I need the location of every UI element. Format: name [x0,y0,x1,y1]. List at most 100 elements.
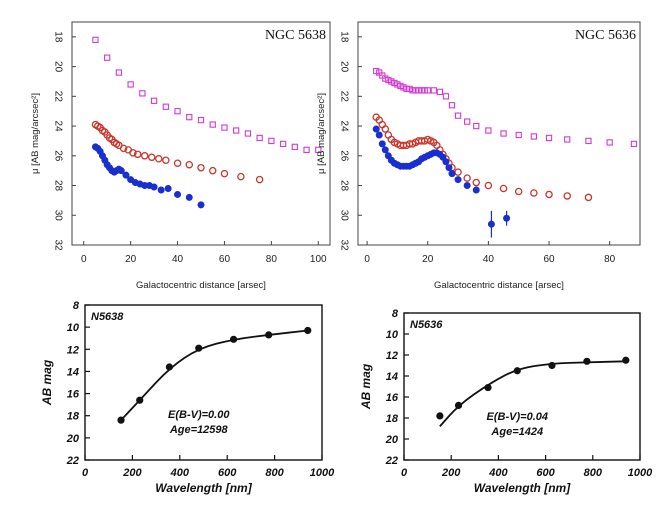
data-point [304,326,312,335]
data-point [381,125,390,133]
x-tick-label: 0 [81,254,87,265]
data-point [530,189,538,197]
y-tick-label: 18 [338,31,349,43]
y-axis-label: AB mag [359,363,373,410]
data-point [548,361,556,370]
x-axis-label: Wavelength [nm] [474,481,571,495]
x-tick-label: 600 [218,467,237,479]
data-point [622,356,630,364]
y-tick-label: 20 [66,433,80,445]
x-tick-label: 60 [543,254,555,265]
data-point [378,140,386,148]
y-tick-label: 26 [338,150,349,162]
y-tick-label: 22 [66,455,79,467]
x-tick-label: 800 [584,467,603,479]
data-point [585,137,592,145]
data-point [197,116,205,124]
y-tick-label: 32 [52,239,63,251]
data-point [268,137,275,145]
data-point [378,120,387,129]
y-tick-label: 8 [392,308,399,320]
x-tick-label: 1000 [310,467,335,479]
data-point [530,133,538,140]
plot-frame [71,21,331,246]
y-tick-label: 16 [67,389,80,401]
data-point [315,146,322,154]
chart-title: NGC 5636 [575,28,636,43]
y-tick-label: 10 [386,329,399,341]
data-point [186,113,193,121]
y-tick-label: 14 [67,366,79,378]
x-tick-label: 600 [536,467,555,479]
y-tick-label: 28 [52,180,63,192]
data-point [197,201,205,209]
x-tick-label: 400 [488,467,508,479]
data-point [147,153,156,162]
y-tick-label: 28 [338,180,349,192]
data-point [448,102,456,109]
data-point [122,171,130,179]
y-tick-label: 18 [67,411,80,423]
data-point [485,127,492,134]
data-point [372,125,380,133]
data-point [442,93,450,100]
data-point [442,158,450,166]
data-point [129,149,137,157]
data-point [606,139,613,146]
x-tick-label: 0 [401,467,408,479]
series-blue [91,143,205,209]
data-point [140,152,149,160]
x-tick-label: 60 [219,254,231,265]
x-tick-label: 40 [483,254,495,265]
data-point [185,160,194,169]
data-point [279,140,287,148]
data-point [164,185,172,193]
data-point [463,182,471,190]
annotation-age: Age=1424 [490,426,543,438]
data-point [445,164,453,172]
data-point [150,183,158,191]
y-tick-label: 14 [386,371,398,383]
x-tick-label: 20 [422,254,434,265]
data-point [454,401,463,409]
profile-panel-1: 0 20 40 60 80 100 18 20 22 24 26 28 30 32 Galactocentr… [30,21,331,291]
profile-panel-2: 0 20 40 60 80 18 20 22 24 26 28 30 32 Galactocentric … [316,21,641,291]
chart-title: N5638 [91,311,124,323]
series-red [91,120,264,184]
data-point [256,134,263,142]
data-point [233,127,240,134]
y-tick-label: 8 [73,300,80,312]
x-tick-label: 80 [604,254,616,265]
y-tick-label: 30 [338,210,349,222]
y-tick-label: 20 [52,61,63,73]
data-point [584,193,593,202]
data-point [472,186,480,194]
data-point [221,124,228,131]
data-point [92,36,99,43]
data-point [117,167,125,175]
data-point [500,130,507,137]
x-tick-label: 200 [122,467,142,479]
data-point [484,383,492,392]
series-blue [372,125,511,238]
data-point [630,140,638,148]
data-point [133,150,142,159]
data-point [454,168,462,176]
data-point [237,172,245,181]
data-point [229,335,238,343]
y-tick-label: 24 [52,121,63,133]
y-tick-label: 26 [52,150,63,162]
data-point [104,54,111,61]
x-tick-label: 40 [172,254,184,265]
data-point [454,112,462,119]
data-point [162,103,169,110]
annotation-extinction: E(B-V)=0.00 [168,409,230,421]
y-axis-label: AB mag [40,359,54,406]
data-point [303,146,310,154]
data-point [499,184,508,193]
data-point [127,81,134,88]
data-point [174,108,181,115]
data-point [513,367,521,375]
data-point [291,143,298,151]
